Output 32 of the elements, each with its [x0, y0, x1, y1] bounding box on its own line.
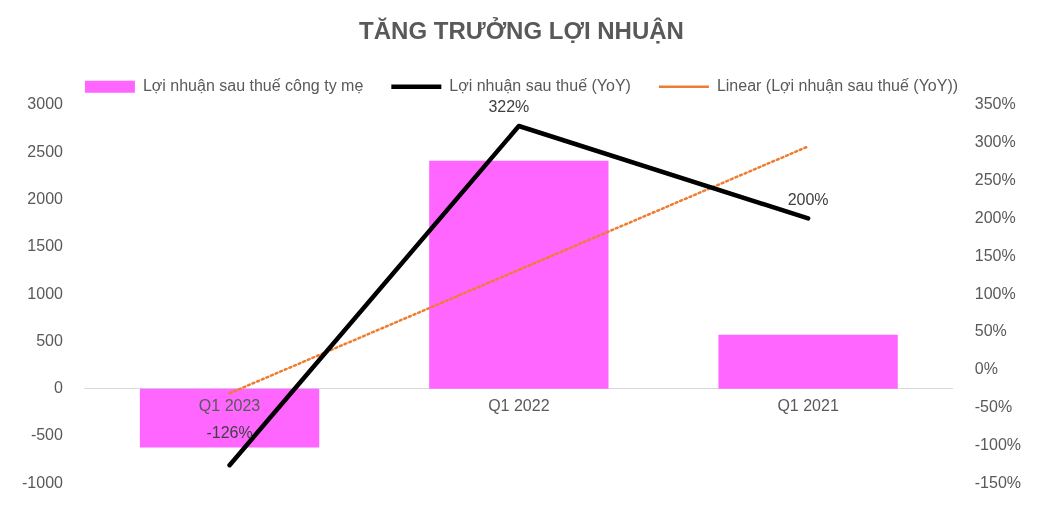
bar [429, 160, 609, 389]
y-tick-label: 1500 [27, 237, 64, 255]
y2-tick-label: 100% [974, 284, 1016, 302]
y-tick-label: -1000 [22, 473, 64, 491]
y-tick-label: 2500 [27, 142, 64, 160]
legend-label: Lợi nhuận sau thuế (YoY) [449, 77, 631, 95]
y-tick-label: 2000 [27, 189, 64, 207]
y2-tick-label: 300% [974, 133, 1016, 151]
y2-tick-label: 200% [974, 208, 1016, 226]
data-label: 200% [787, 190, 829, 208]
y-tick-label: 1000 [27, 284, 64, 302]
y2-tick-label: -100% [974, 435, 1021, 453]
y2-tick-label: 150% [974, 246, 1016, 264]
y-tick-label: -500 [30, 426, 64, 444]
y-tick-label: 0 [54, 379, 64, 397]
y2-tick-label: -50% [974, 398, 1013, 416]
x-tick-label: Q1 2022 [488, 397, 550, 415]
legend-label: Lợi nhuận sau thuế công ty mẹ [142, 77, 364, 95]
x-tick-label: Q1 2023 [198, 397, 261, 415]
y2-tick-label: -150% [974, 473, 1021, 491]
y2-tick-label: 250% [974, 170, 1016, 188]
y-tick-label: 3000 [27, 95, 64, 113]
legend-label: Linear (Lợi nhuận sau thuế (YoY)) [716, 77, 959, 95]
y2-tick-label: 0% [974, 360, 998, 378]
chart-title: TĂNG TRƯỞNG LỢI NHUẬN [359, 16, 684, 45]
x-tick-label: Q1 2021 [777, 397, 839, 415]
y2-tick-label: 350% [974, 95, 1016, 113]
bar [718, 334, 898, 389]
y2-tick-label: 50% [974, 322, 1007, 340]
data-label: 322% [488, 98, 530, 116]
data-label: -126% [206, 423, 253, 441]
y-tick-label: 500 [36, 331, 64, 349]
